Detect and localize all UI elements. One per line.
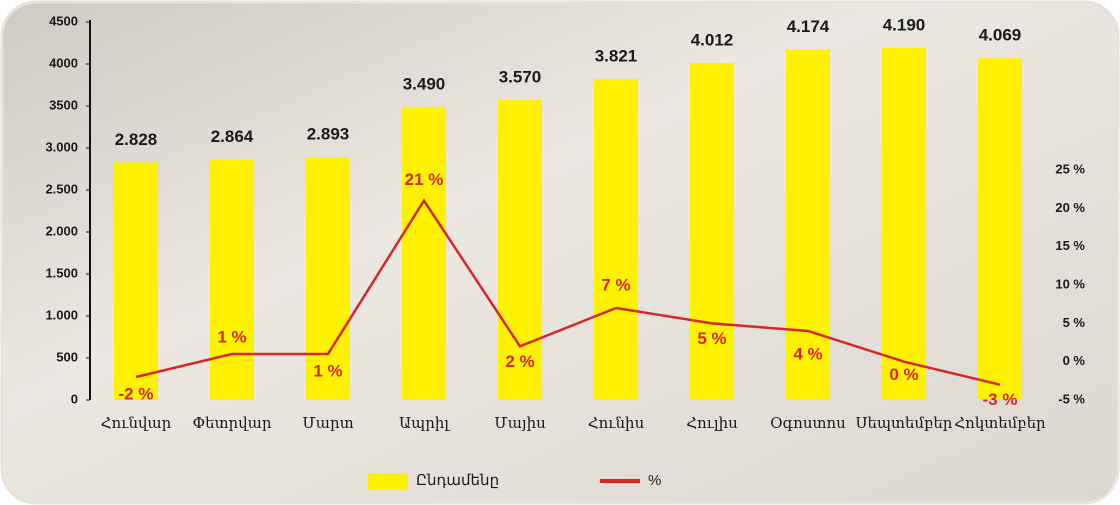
x-tick-label: Հունվար: [101, 414, 172, 432]
y2-tick-label: -5 %: [1058, 391, 1085, 406]
point-label: 0 %: [889, 365, 918, 384]
y2-tick-label: 20 %: [1055, 200, 1085, 215]
y2-tick-label: 0 %: [1063, 353, 1086, 368]
y-tick-label: 4500: [49, 13, 78, 28]
value-label: 2.893: [307, 124, 350, 143]
y-tick-label: 3500: [49, 97, 78, 112]
x-tick-label: Օգոստոս: [770, 414, 846, 432]
x-tick-label: Ապրիլ: [399, 414, 450, 432]
bar: [210, 159, 254, 400]
point-label: 1 %: [313, 361, 342, 380]
y2-tick-label: 25 %: [1055, 161, 1085, 176]
bar: [978, 58, 1022, 400]
y-tick-label: 1.500: [45, 265, 78, 280]
value-label: 3.821: [595, 47, 638, 66]
value-label: 4.174: [787, 17, 830, 36]
x-tick-label: Հուլիս: [686, 414, 738, 432]
bar: [882, 48, 926, 400]
point-label: 21 %: [405, 170, 444, 189]
y-tick-label: 0: [71, 391, 78, 406]
legend-label: Ընդամենը: [416, 472, 499, 489]
x-tick-label: Սեպտեմբեր: [856, 414, 953, 432]
value-label: 3.490: [403, 74, 446, 93]
y2-tick-label: 5 %: [1063, 315, 1086, 330]
point-label: 5 %: [697, 329, 726, 348]
point-label: 1 %: [217, 327, 246, 346]
value-label: 4.069: [979, 26, 1022, 45]
bar: [402, 107, 446, 400]
bar: [690, 63, 734, 400]
y-tick-label: 3.000: [45, 139, 78, 154]
y-tick-label: 2.000: [45, 223, 78, 238]
point-label: 4 %: [793, 344, 822, 363]
point-label: 7 %: [601, 275, 630, 294]
point-label: -2 %: [119, 384, 154, 403]
legend-swatch: [368, 473, 408, 489]
chart: 0 500 1.000 1.500 2.000 2.500 3.000 3500 4000 450…: [0, 0, 1120, 505]
value-label: 2.864: [211, 127, 254, 146]
x-tick-label: Փետրվար: [192, 414, 271, 432]
y-tick-label: 500: [56, 349, 78, 364]
value-label: 3.570: [499, 68, 542, 87]
value-label: 4.012: [691, 30, 734, 49]
bar: [594, 79, 638, 400]
value-label: 2.828: [115, 130, 158, 149]
x-tick-label: Մարտ: [302, 414, 353, 432]
x-tick-label: Հունիս: [588, 414, 645, 432]
point-label: -3 %: [983, 390, 1018, 409]
value-label: 4.190: [883, 16, 926, 35]
y-tick-label: 4000: [49, 55, 78, 70]
x-tick-label: Հոկտեմբեր: [954, 414, 1046, 432]
legend-label: %: [648, 472, 661, 489]
x-tick-label: Մայիս: [494, 414, 546, 432]
y-tick-label: 1.000: [45, 307, 78, 322]
y-tick-label: 2.500: [45, 181, 78, 196]
y2-tick-label: 15 %: [1055, 238, 1085, 253]
y2-tick-label: 10 %: [1055, 276, 1085, 291]
bar: [114, 162, 158, 400]
point-label: 2 %: [505, 352, 534, 371]
